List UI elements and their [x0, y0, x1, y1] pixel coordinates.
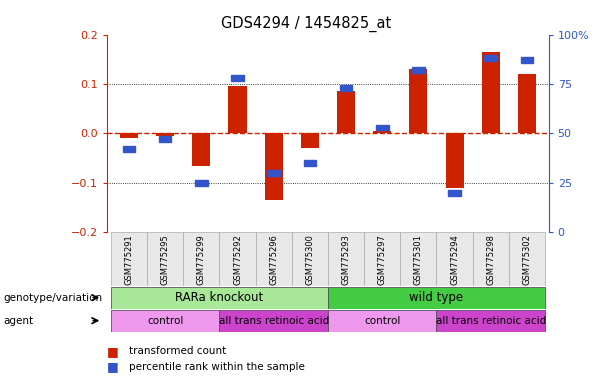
Bar: [448, 190, 461, 196]
Bar: [159, 136, 172, 142]
Text: GSM775293: GSM775293: [341, 234, 351, 285]
Text: percentile rank within the sample: percentile rank within the sample: [129, 362, 305, 372]
Bar: [364, 232, 400, 286]
Bar: [337, 91, 355, 134]
Bar: [446, 134, 463, 188]
Bar: [111, 286, 328, 309]
Bar: [303, 160, 316, 166]
Bar: [147, 232, 183, 286]
Bar: [195, 180, 208, 186]
Bar: [192, 134, 210, 166]
Text: agent: agent: [3, 316, 33, 326]
Bar: [436, 310, 545, 332]
Text: GSM775301: GSM775301: [414, 234, 423, 285]
Text: GDS4294 / 1454825_at: GDS4294 / 1454825_at: [221, 15, 392, 31]
Bar: [509, 232, 545, 286]
Bar: [484, 55, 497, 61]
Bar: [229, 86, 246, 134]
Bar: [328, 286, 545, 309]
Bar: [373, 131, 391, 134]
Bar: [482, 52, 500, 134]
Text: control: control: [364, 316, 400, 326]
Text: wild type: wild type: [409, 291, 463, 304]
Text: GSM775292: GSM775292: [233, 234, 242, 285]
Bar: [219, 310, 328, 332]
Bar: [520, 57, 533, 63]
Bar: [156, 134, 174, 136]
Bar: [328, 232, 364, 286]
Text: all trans retinoic acid: all trans retinoic acid: [436, 316, 546, 326]
Bar: [340, 85, 352, 91]
Bar: [267, 170, 280, 176]
Text: GSM775294: GSM775294: [450, 234, 459, 285]
Bar: [292, 232, 328, 286]
Text: all trans retinoic acid: all trans retinoic acid: [219, 316, 329, 326]
Text: GSM775298: GSM775298: [486, 234, 495, 285]
Bar: [518, 74, 536, 134]
Text: GSM775302: GSM775302: [522, 234, 531, 285]
Text: GSM775299: GSM775299: [197, 234, 206, 285]
Bar: [301, 134, 319, 148]
Bar: [473, 232, 509, 286]
Bar: [376, 124, 389, 131]
Text: ■: ■: [107, 345, 119, 358]
Bar: [111, 232, 147, 286]
Bar: [436, 232, 473, 286]
Bar: [256, 232, 292, 286]
Bar: [111, 310, 219, 332]
Bar: [231, 75, 244, 81]
Text: RARa knockout: RARa knockout: [175, 291, 264, 304]
Text: ■: ■: [107, 360, 119, 373]
Bar: [265, 134, 283, 200]
Bar: [183, 232, 219, 286]
Text: control: control: [147, 316, 183, 326]
Text: GSM775300: GSM775300: [305, 234, 314, 285]
Text: GSM775296: GSM775296: [269, 234, 278, 285]
Bar: [120, 134, 138, 138]
Bar: [219, 232, 256, 286]
Text: genotype/variation: genotype/variation: [3, 293, 102, 303]
Text: transformed count: transformed count: [129, 346, 226, 356]
Text: GSM775291: GSM775291: [124, 234, 134, 285]
Bar: [123, 146, 135, 152]
Text: GSM775295: GSM775295: [161, 234, 170, 285]
Bar: [400, 232, 436, 286]
Bar: [412, 67, 425, 73]
Bar: [409, 69, 427, 134]
Bar: [328, 310, 436, 332]
Text: GSM775297: GSM775297: [378, 234, 387, 285]
